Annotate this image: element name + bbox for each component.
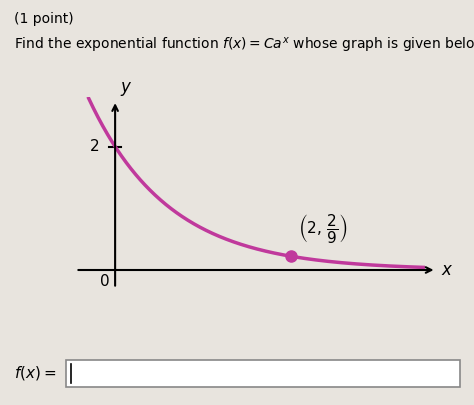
Text: Find the exponential function $f(x) = Ca^x$ whose graph is given below.: Find the exponential function $f(x) = Ca…	[14, 36, 474, 55]
Text: 2: 2	[90, 139, 99, 154]
Text: $x$: $x$	[441, 261, 453, 279]
Text: (1 point): (1 point)	[14, 12, 74, 26]
Text: $y$: $y$	[119, 81, 132, 98]
Text: $\left(2,\, \dfrac{2}{9}\right)$: $\left(2,\, \dfrac{2}{9}\right)$	[298, 212, 348, 245]
FancyBboxPatch shape	[66, 360, 460, 387]
Text: 0: 0	[100, 274, 109, 289]
Text: $f(x) =$: $f(x) =$	[14, 364, 56, 382]
